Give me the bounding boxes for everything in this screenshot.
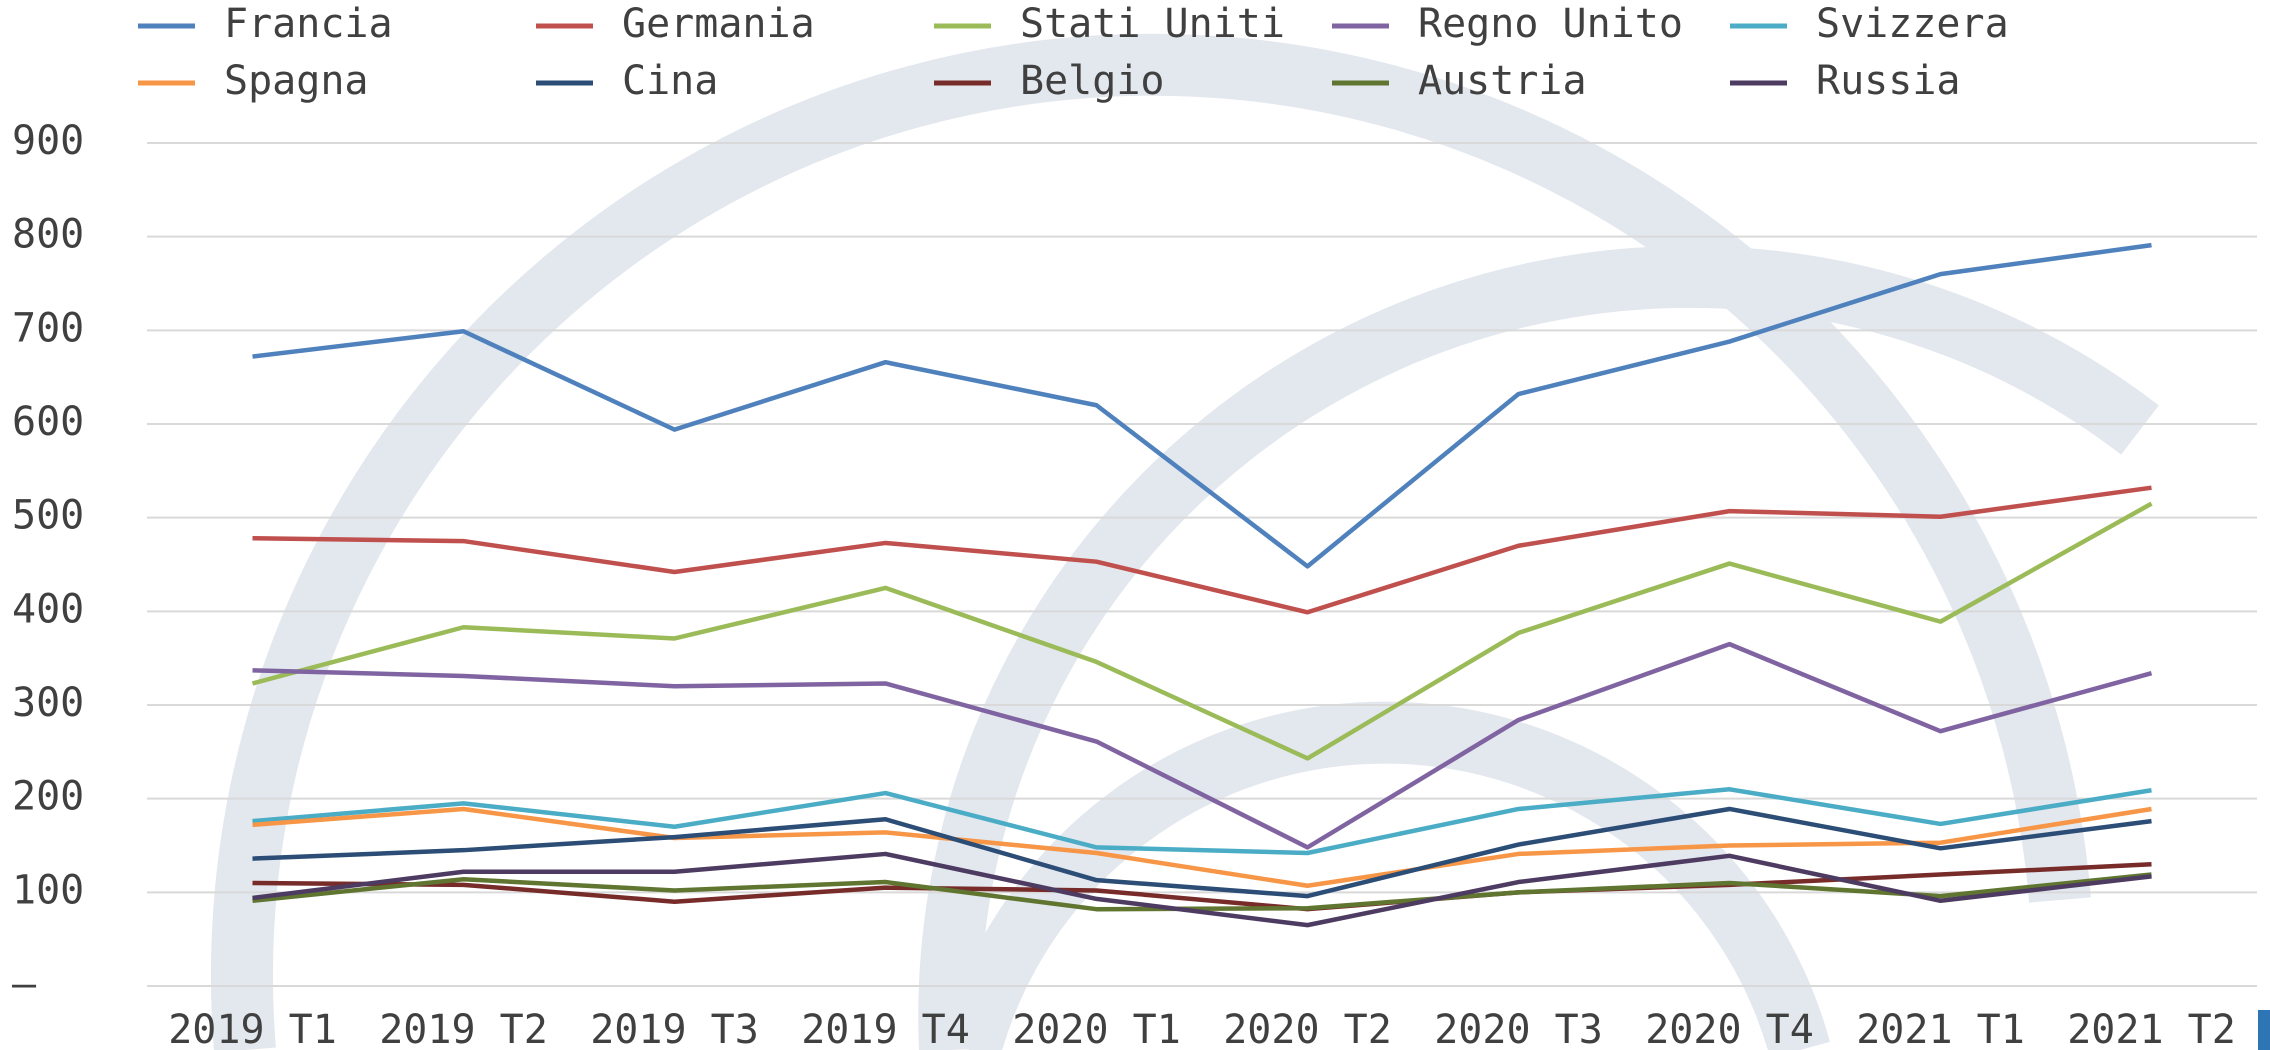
x-tick-label: 2021 T2: [2067, 1007, 2236, 1050]
legend-label: Svizzera: [1816, 1, 2009, 47]
chart: – 100 200 300 400 500 600 700 800 900 2019 T1 2019 …: [0, 0, 2270, 1050]
legend-label: Cina: [622, 58, 718, 104]
x-tick-label: 2020 T3: [1434, 1007, 1603, 1050]
y-tick-label: 500: [12, 493, 84, 539]
x-tick-label: 2019 T3: [590, 1007, 759, 1050]
y-tick-label: 600: [12, 399, 84, 445]
watermark-arc: [242, 65, 2060, 1050]
y-tick-label: 700: [12, 305, 84, 351]
series-line: [253, 488, 2152, 613]
x-tick-label: 2019 T1: [168, 1007, 337, 1050]
y-tick-label: 900: [12, 118, 84, 164]
x-tick-label: 2019 T2: [379, 1007, 548, 1050]
y-tick-label: 100: [12, 867, 84, 913]
legend-label: Russia: [1816, 58, 1961, 104]
x-tick-label: 2019 T4: [801, 1007, 970, 1050]
legend-label: Spagna: [224, 58, 369, 104]
y-tick-label: 400: [12, 586, 84, 632]
legend-label: Austria: [1418, 58, 1587, 104]
legend-label: Regno Unito: [1418, 1, 1683, 47]
x-tick-label: 2020 T4: [1645, 1007, 1814, 1050]
y-tick-label: –: [12, 961, 37, 1007]
y-tick-label: 200: [12, 774, 84, 820]
y-tick-label: 800: [12, 212, 84, 258]
x-tick-label: 2021 T1: [1856, 1007, 2025, 1050]
series-line: [253, 504, 2152, 759]
legend-label: Germania: [622, 1, 815, 47]
x-tick-label: 2020 T1: [1012, 1007, 1181, 1050]
page: – 100 200 300 400 500 600 700 800 900 2019 T1 2019 …: [0, 0, 2270, 1050]
legend-label: Francia: [224, 1, 393, 47]
watermark-arc: [949, 277, 2140, 1050]
corner-mark: [2258, 1010, 2270, 1050]
y-tick-label: 300: [12, 680, 84, 726]
legend-label: Stati Uniti: [1020, 1, 1285, 47]
legend-label: Belgio: [1020, 58, 1165, 104]
x-tick-label: 2020 T2: [1223, 1007, 1392, 1050]
